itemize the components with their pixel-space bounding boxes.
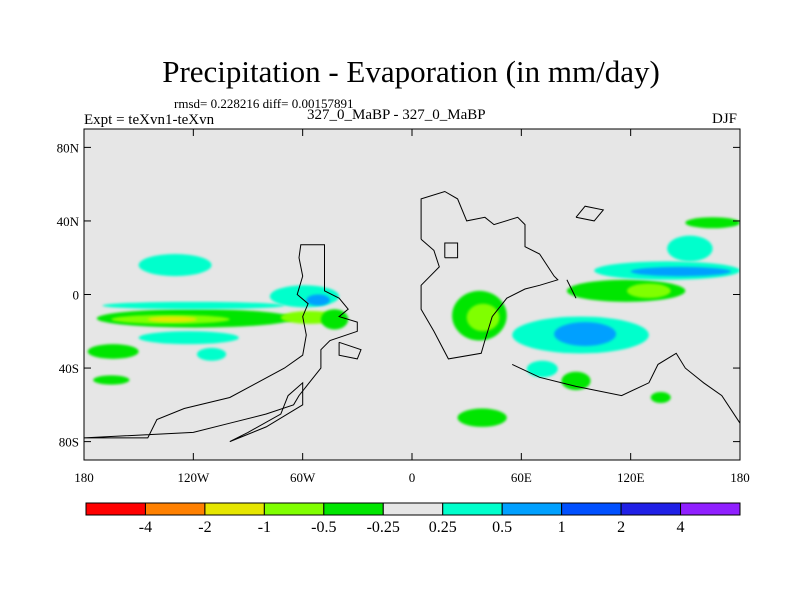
period-label: 327_0_MaBP - 327_0_MaBP <box>307 107 486 123</box>
y-tick-label: 40N <box>57 214 80 229</box>
y-tick-label: 80N <box>57 140 80 155</box>
colorbar-swatch <box>144 502 206 516</box>
colorbar-swatch <box>263 502 325 516</box>
coastline-4 <box>511 352 740 424</box>
region-pos-20 <box>196 347 227 361</box>
colorbar-label: -4 <box>139 519 152 536</box>
colorbar-label: -0.5 <box>311 519 336 536</box>
colorbar-swatch <box>323 502 384 516</box>
region-pos-25 <box>667 235 713 262</box>
colorbar-label: 0.25 <box>429 519 457 536</box>
colorbar-swatch <box>85 502 146 516</box>
x-tick-label: 180 <box>730 470 750 485</box>
colorbar-label: 4 <box>677 519 685 536</box>
coastline-6 <box>575 205 605 222</box>
coastline-7 <box>444 242 459 259</box>
y-tick-label: 0 <box>73 288 80 303</box>
stats-label: rmsd= 0.228216 diff= 0.00157891 <box>174 96 354 111</box>
region-pos-18 <box>269 285 340 308</box>
region-neg-13 <box>685 217 740 229</box>
colorbar-label: -0.25 <box>367 519 400 536</box>
region-pos-15 <box>102 301 285 310</box>
colorbar-swatch <box>501 502 563 516</box>
coastlines <box>84 190 740 443</box>
colorbar-swatch <box>382 502 444 516</box>
x-tick-label: 60E <box>511 470 532 485</box>
region-neg-3 <box>87 344 139 359</box>
x-tick-label: 180 <box>74 470 94 485</box>
colorbar-swatch <box>620 502 682 516</box>
coastline-5 <box>566 279 577 299</box>
x-tick-label: 0 <box>409 470 416 485</box>
region-neg-7 <box>466 303 500 332</box>
region-pos-24 <box>630 266 731 277</box>
region-pos-19 <box>306 294 330 306</box>
x-tick-label: 60W <box>290 470 316 485</box>
colorbar-label: -2 <box>198 519 211 536</box>
coastline-2 <box>338 341 362 360</box>
colorbar-swatch <box>204 502 265 516</box>
colorbar-label: -1 <box>258 519 271 536</box>
colorbar-label: 0.5 <box>492 519 512 536</box>
region-neg-14 <box>93 375 130 385</box>
coastline-0 <box>84 244 358 439</box>
colorbar-label: 2 <box>617 519 625 536</box>
region-pos-17 <box>138 254 212 277</box>
region-neg-11 <box>457 408 507 427</box>
axis-ticks: 80N 40N 0 40S 80S 180 120W 60W 0 60E 120E 180 <box>57 129 750 485</box>
colorbar-swatch <box>561 502 622 516</box>
anomaly-regions <box>87 217 740 427</box>
x-tick-label: 120E <box>617 470 645 485</box>
region-pos-16 <box>138 331 239 345</box>
y-tick-label: 80S <box>59 435 79 450</box>
coastline-3 <box>420 190 559 360</box>
expt-label: Expt = teXvn1-teXvn <box>84 112 215 128</box>
y-tick-label: 40S <box>59 361 79 376</box>
region-neg-12 <box>650 391 671 403</box>
coastline-1 <box>229 381 304 443</box>
region-pos-22 <box>554 322 617 346</box>
x-tick-label: 120W <box>177 470 210 485</box>
colorbar-swatch <box>442 502 503 516</box>
region-pos-26 <box>526 360 558 378</box>
season-label: DJF <box>712 111 738 127</box>
colorbar-label: 1 <box>558 519 566 536</box>
colorbar-swatch <box>680 502 741 516</box>
region-neg-2 <box>147 316 197 323</box>
chart-title: Precipitation - Evaporation (in mm/day) <box>162 54 660 89</box>
colorbar: -4 -2 -1 -0.5 -0.25 0.25 0.5 1 2 4 <box>85 502 741 536</box>
region-neg-10 <box>561 371 591 391</box>
region-neg-9 <box>627 283 671 299</box>
